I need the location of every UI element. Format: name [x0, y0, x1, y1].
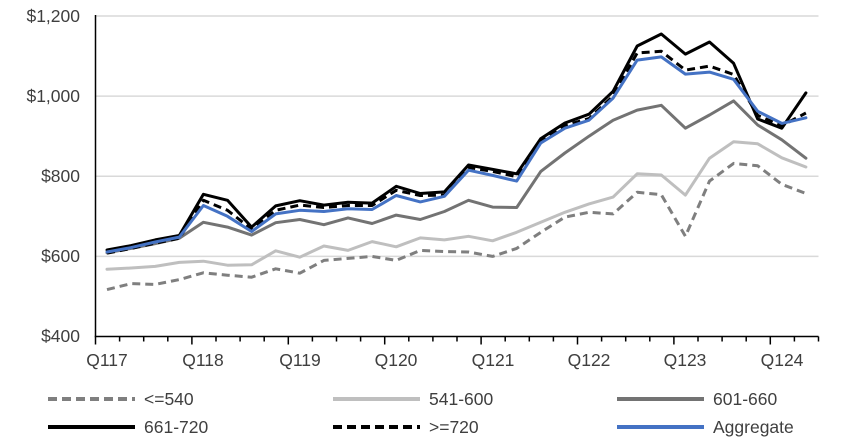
x-axis-tick-label: Q118	[182, 350, 224, 370]
legend-swatch-661-720	[48, 425, 135, 429]
y-axis-tick-label: $1,000	[26, 86, 80, 106]
legend-item-661-720: 661-720	[48, 416, 208, 438]
y-axis-tick-label: $400	[41, 326, 80, 346]
legend-swatch-541-600	[333, 397, 420, 401]
legend-label-541-600: 541-600	[429, 388, 494, 409]
legend-item-aggregate: Aggregate	[617, 416, 794, 438]
legend-item-lte-540: <=540	[48, 388, 194, 410]
legend-swatch-lte-540	[48, 397, 135, 401]
legend-label-gte-720: >=720	[429, 416, 479, 437]
x-axis-tick-label: Q123	[663, 350, 707, 370]
legend-item-gte-720: >=720	[333, 416, 479, 438]
x-axis-tick-label: Q124	[760, 350, 804, 370]
y-axis-tick-label: $1,200	[26, 6, 80, 26]
legend-label-601-660: 601-660	[713, 388, 778, 409]
legend-swatch-gte-720	[333, 425, 420, 429]
x-axis-tick-label: Q117	[86, 350, 128, 370]
legend-swatch-aggregate	[617, 425, 704, 429]
legend-label-aggregate: Aggregate	[713, 416, 794, 437]
legend-label-661-720: 661-720	[144, 416, 209, 437]
x-axis-tick-label: Q121	[471, 350, 515, 370]
x-axis-tick-label: Q119	[279, 350, 321, 370]
legend-swatch-601-660	[617, 397, 704, 401]
legend-item-601-660: 601-660	[617, 388, 777, 410]
legend-label-lte-540: <=540	[144, 388, 194, 409]
y-axis-tick-label: $800	[41, 166, 80, 186]
x-axis-tick-label: Q120	[374, 350, 418, 370]
y-axis-tick-label: $600	[41, 246, 80, 266]
legend-item-541-600: 541-600	[333, 388, 493, 410]
x-axis-tick-label: Q122	[567, 350, 611, 370]
